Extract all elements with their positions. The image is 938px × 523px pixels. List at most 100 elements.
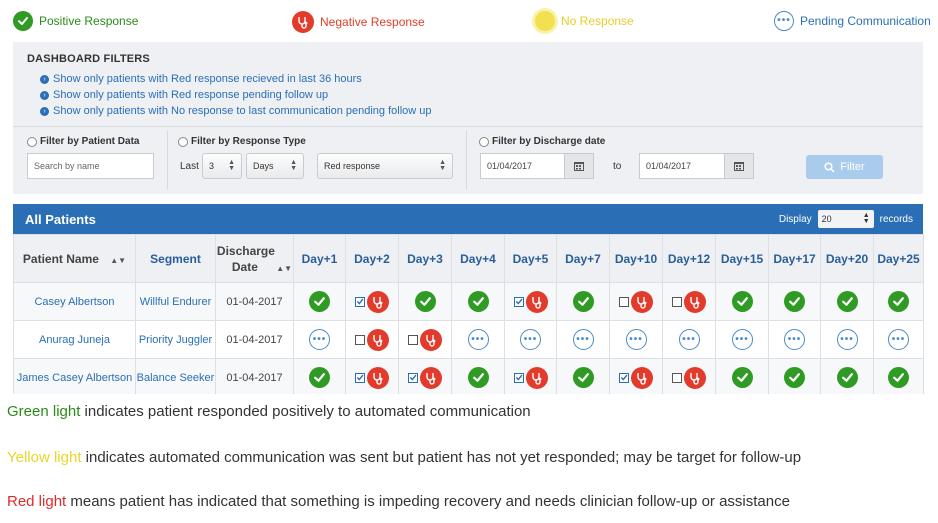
filter-link-no-response[interactable]: › Show only patients with No response to… <box>40 105 432 117</box>
col-day[interactable]: Day+17 <box>768 234 821 283</box>
caption-red-word: Red light <box>7 493 67 510</box>
check-circle-icon[interactable] <box>888 367 909 388</box>
stethoscope-icon[interactable] <box>631 290 653 313</box>
check-circle-icon[interactable] <box>309 291 330 312</box>
stethoscope-icon[interactable] <box>631 366 653 389</box>
followup-checkbox[interactable] <box>355 372 365 383</box>
filter-link-red-pending[interactable]: › Show only patients with Red response p… <box>40 89 328 101</box>
followup-checkbox[interactable] <box>513 296 524 307</box>
col-day[interactable]: Day+15 <box>715 234 769 283</box>
col-day[interactable]: Day+25 <box>873 234 924 283</box>
radio-discharge-date[interactable]: Filter by Discharge date <box>479 136 605 147</box>
check-circle-icon[interactable] <box>731 291 753 312</box>
ellipsis-circle-icon[interactable]: ••• <box>678 329 700 350</box>
stethoscope-icon[interactable] <box>420 366 442 389</box>
stethoscope-icon[interactable] <box>684 290 706 313</box>
stethoscope-icon[interactable] <box>367 328 389 351</box>
last-count-stepper[interactable]: 3 ▲ ▼ <box>202 153 242 179</box>
check-circle-icon[interactable] <box>836 367 858 388</box>
followup-checkbox[interactable] <box>619 296 629 307</box>
day-status-cell <box>398 358 452 397</box>
filter-button-label: Filter <box>840 161 865 173</box>
status-wrapper <box>347 290 398 313</box>
filter-link-label: Show only patients with Red response rec… <box>53 73 362 85</box>
patient-name-link[interactable]: Anurag Juneja <box>13 320 136 359</box>
calendar-icon[interactable] <box>724 153 754 179</box>
date-to-input[interactable]: 01/04/2017 <box>639 153 725 179</box>
response-type-select[interactable]: Red response ▲ ▼ <box>317 153 453 179</box>
check-circle-icon[interactable] <box>888 291 909 312</box>
col-day[interactable]: Day+3 <box>398 234 452 283</box>
ellipsis-circle-icon[interactable]: ••• <box>836 329 858 350</box>
radio-response-type[interactable]: Filter by Response Type <box>178 136 306 147</box>
ellipsis-circle-icon[interactable]: ••• <box>467 329 489 350</box>
col-day[interactable]: Day+12 <box>662 234 716 283</box>
col-day[interactable]: Day+5 <box>504 234 557 283</box>
sort-icon[interactable]: ▲▼ <box>110 255 127 265</box>
col-patient-name[interactable]: Patient Name ▲▼ <box>13 234 136 283</box>
stethoscope-icon[interactable] <box>525 290 548 313</box>
followup-checkbox[interactable] <box>672 372 682 383</box>
stethoscope-icon[interactable] <box>525 366 548 389</box>
col-day[interactable]: Day+2 <box>345 234 399 283</box>
filter-button[interactable]: Filter <box>806 155 883 179</box>
followup-checkbox[interactable] <box>408 372 418 383</box>
radio-button[interactable] <box>178 136 188 147</box>
col-day[interactable]: Day+4 <box>451 234 505 283</box>
ellipsis-circle-icon[interactable]: ••• <box>784 329 805 350</box>
caption-yellow-text: indicates automated communication was se… <box>81 449 802 466</box>
followup-checkbox[interactable] <box>513 372 524 383</box>
check-circle-icon[interactable] <box>836 291 858 312</box>
stethoscope-icon[interactable] <box>367 366 389 389</box>
patient-name-link[interactable]: Casey Albertson <box>13 282 136 321</box>
col-discharge-date[interactable]: Discharge Date ▲▼ <box>215 234 294 283</box>
display-records: Display 20 ▲ ▼ records <box>779 210 913 228</box>
radio-label: Filter by Patient Data <box>40 136 140 147</box>
ellipsis-circle-icon[interactable]: ••• <box>625 329 647 350</box>
period-select[interactable]: Days ▲ ▼ <box>246 153 304 179</box>
followup-checkbox[interactable] <box>672 296 682 307</box>
check-circle-icon[interactable] <box>414 291 436 312</box>
check-circle-icon[interactable] <box>309 367 330 388</box>
radio-button[interactable] <box>27 136 37 147</box>
ellipsis-circle-icon[interactable]: ••• <box>309 329 330 350</box>
radio-patient-data[interactable]: Filter by Patient Data <box>27 136 139 147</box>
patient-name-link[interactable]: James Casey Albertson <box>13 358 136 397</box>
col-day[interactable]: Day+20 <box>820 234 874 283</box>
col-day[interactable]: Day+10 <box>609 234 663 283</box>
ellipsis-circle-icon[interactable]: ••• <box>572 329 594 350</box>
check-circle-icon[interactable] <box>572 291 594 312</box>
date-from-input[interactable]: 01/04/2017 <box>480 153 565 179</box>
check-circle-icon[interactable] <box>467 291 489 312</box>
search-input[interactable]: Search by name <box>27 153 154 179</box>
radio-button[interactable] <box>479 136 489 147</box>
records-per-page-select[interactable]: 20 ▲ ▼ <box>817 210 874 228</box>
followup-checkbox[interactable] <box>355 296 365 307</box>
ellipsis-circle-icon[interactable]: ••• <box>888 329 909 350</box>
day-status-cell <box>768 282 821 321</box>
followup-checkbox[interactable] <box>355 334 365 345</box>
check-circle-icon[interactable] <box>572 367 594 388</box>
select-arrows-icon: ▲ ▼ <box>290 159 297 172</box>
caption-green-word: Green light <box>7 403 81 420</box>
sort-icon[interactable]: ▲▼ <box>276 263 293 273</box>
stethoscope-icon[interactable] <box>420 328 442 351</box>
check-circle-icon[interactable] <box>784 291 805 312</box>
stethoscope-icon[interactable] <box>367 290 389 313</box>
ellipsis-circle-icon[interactable]: ••• <box>731 329 753 350</box>
stethoscope-icon[interactable] <box>684 366 706 389</box>
col-day[interactable]: Day+7 <box>556 234 610 283</box>
filter-link-red-36h[interactable]: › Show only patients with Red response r… <box>40 73 362 85</box>
status-wrapper <box>717 291 768 312</box>
check-circle-icon[interactable] <box>467 367 489 388</box>
discharge-date-cell: 01-04-2017 <box>215 320 294 359</box>
col-day[interactable]: Day+1 <box>293 234 346 283</box>
col-segment[interactable]: Segment <box>135 234 216 283</box>
ellipsis-circle-icon[interactable]: ••• <box>520 329 541 350</box>
calendar-icon[interactable] <box>564 153 594 179</box>
table-row: Anurag Juneja Priority Juggler 01-04-2017 •… <box>13 320 924 359</box>
check-circle-icon[interactable] <box>784 367 805 388</box>
followup-checkbox[interactable] <box>619 372 629 383</box>
check-circle-icon[interactable] <box>731 367 753 388</box>
followup-checkbox[interactable] <box>408 334 418 345</box>
